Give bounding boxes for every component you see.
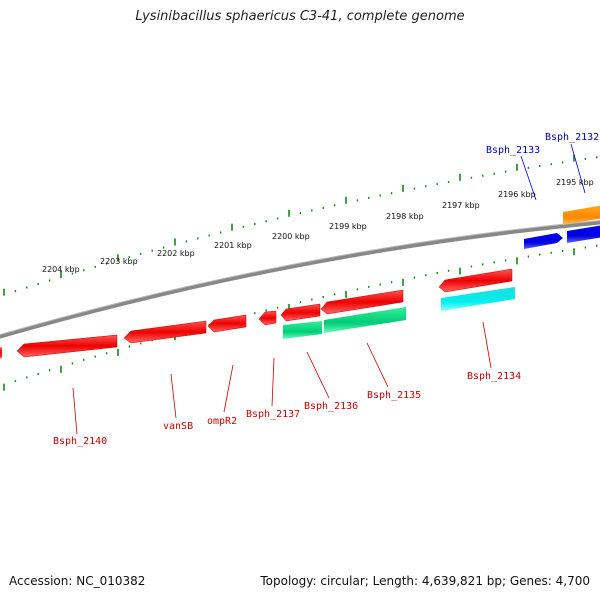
- gene-label: ompR2: [207, 416, 237, 427]
- tick-labels: 2204 kbp 2203 kbp 2202 kbp 2201 kbp 2200…: [42, 178, 594, 274]
- gene-arrow-ompr2: [207, 314, 247, 333]
- outer-tick-ring: [3, 154, 598, 296]
- gene-label: Bsph_2136: [304, 401, 358, 412]
- tick-label: 2201 kbp: [214, 241, 252, 250]
- gene-label: Bsph_2137: [246, 409, 300, 420]
- misc-feature: [283, 321, 322, 339]
- label-leaders: [72, 143, 586, 435]
- tick-label: 2204 kbp: [42, 265, 80, 274]
- tick-label: 2197 kbp: [442, 201, 480, 210]
- gene-arrow-bsph-2134: [438, 268, 513, 293]
- misc-feature-orange: [563, 205, 600, 225]
- gene-labels: Bsph_2140 vanSB ompR2 Bsph_2137 Bsph_213…: [53, 132, 599, 447]
- gene-label: Bsph_2134: [467, 371, 521, 382]
- misc-feature: [324, 307, 406, 333]
- gene-label: vanSB: [163, 421, 193, 432]
- gene-arrow-vansb: [123, 320, 207, 344]
- tick-label: 2199 kbp: [329, 222, 367, 231]
- gene-arrow-bsph-2133: [524, 233, 563, 249]
- gene-features: [0, 205, 600, 359]
- gene-label: Bsph_2135: [367, 390, 421, 401]
- tick-label: 2200 kbp: [272, 232, 310, 241]
- gene-arrow-bsph-2135: [320, 289, 404, 315]
- tick-label: 2203 kbp: [100, 257, 138, 266]
- accession-text: Accession: NC_010382: [9, 574, 146, 588]
- tick-label: 2196 kbp: [498, 190, 536, 199]
- topology-text: Topology: circular; Length: 4,639,821 bp…: [260, 574, 590, 588]
- gene-arrow: [0, 347, 2, 359]
- gene-label: Bsph_2133: [486, 145, 540, 156]
- gene-label: Bsph_2140: [53, 436, 107, 447]
- gene-arrow-bsph-2132: [567, 225, 600, 243]
- gene-arrow-bsph-2137: [258, 310, 277, 326]
- map-title: Lysinibacillus sphaericus C3-41, complet…: [135, 9, 465, 24]
- gene-label: Bsph_2132: [545, 132, 599, 143]
- misc-feature-cyan: [441, 287, 515, 311]
- tick-label: 2202 kbp: [157, 249, 195, 258]
- tick-label: 2198 kbp: [386, 212, 424, 221]
- tick-label: 2195 kbp: [556, 178, 594, 187]
- gene-arrow-bsph-2136: [280, 303, 321, 322]
- gene-arrow-bsph-2140: [16, 334, 118, 358]
- genome-backbone: [0, 220, 600, 339]
